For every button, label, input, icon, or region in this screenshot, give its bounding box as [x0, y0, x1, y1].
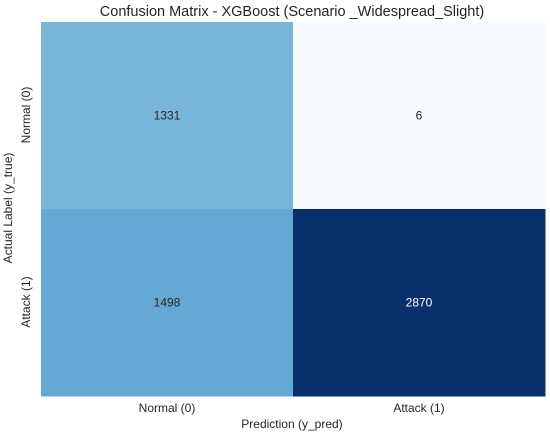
- heatmap-cells: [41, 22, 546, 397]
- cell-value-r0-c0: 1331: [154, 109, 181, 123]
- y-axis-label: Actual Label (y_true): [1, 153, 15, 264]
- cell-value-r0-c1: 6: [416, 109, 423, 123]
- cell-value-labels: 1331 6 1498 2870: [154, 109, 433, 310]
- heatmap-cell-r0-c1: [293, 22, 546, 210]
- y-tick-labels: Normal (0) Attack (1): [19, 87, 33, 328]
- y-tick-label-attack: Attack (1): [19, 276, 33, 327]
- chart-title: Confusion Matrix - XGBoost (Scenario _Wi…: [100, 4, 484, 20]
- x-axis-label: Prediction (y_pred): [241, 417, 342, 431]
- x-tick-label-normal: Normal (0): [139, 401, 196, 415]
- cell-value-r1-c0: 1498: [154, 296, 181, 310]
- x-tick-label-attack: Attack (1): [393, 401, 444, 415]
- cell-value-r1-c1: 2870: [406, 296, 433, 310]
- heatmap-cell-r1-c1: [293, 209, 546, 397]
- heatmap-cell-r1-c0: [41, 209, 294, 397]
- y-tick-label-normal: Normal (0): [19, 87, 33, 144]
- x-tick-labels: Normal (0) Attack (1): [139, 401, 445, 415]
- heatmap-cell-r0-c0: [41, 22, 294, 210]
